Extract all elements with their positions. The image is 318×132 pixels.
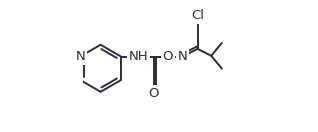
Text: O: O bbox=[148, 87, 159, 100]
Text: N: N bbox=[75, 50, 85, 63]
Text: Cl: Cl bbox=[191, 9, 204, 22]
Text: NH: NH bbox=[128, 50, 148, 63]
Text: O: O bbox=[163, 50, 173, 63]
Text: N: N bbox=[177, 50, 187, 63]
